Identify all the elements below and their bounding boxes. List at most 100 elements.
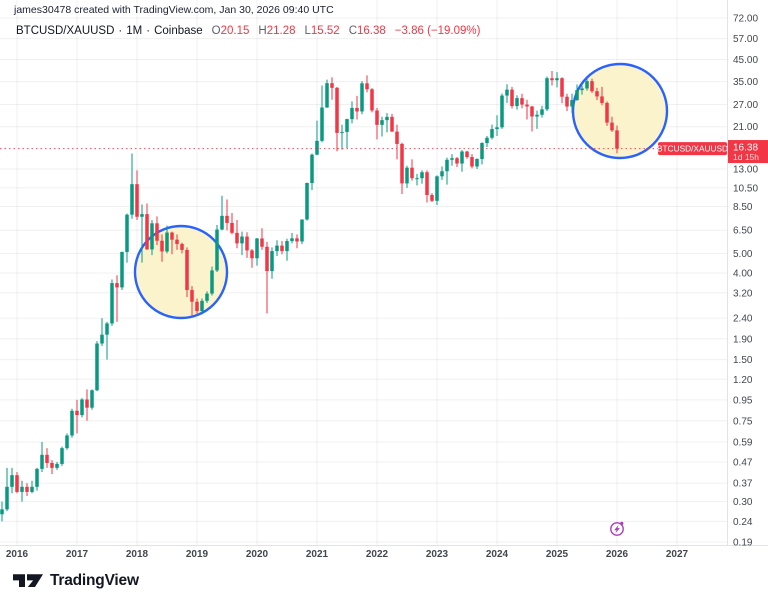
candle-body <box>480 143 484 159</box>
price-axis-tick: 1.20 <box>733 375 753 386</box>
time-axis-tick: 2024 <box>486 549 509 560</box>
candle-body <box>440 171 444 177</box>
price-axis-tick: 3.20 <box>733 288 753 299</box>
candle-body <box>525 104 529 107</box>
candle-body <box>170 232 174 240</box>
time-axis[interactable]: 2016 2017 2018 2019 2020 2021 2022 2023 2024 2025… <box>6 549 689 560</box>
candle-body <box>445 159 449 172</box>
event-lightning-icon[interactable] <box>610 521 624 536</box>
price-axis-tick: 1.90 <box>733 334 753 345</box>
candle-body <box>250 250 254 259</box>
candle-body <box>90 390 94 408</box>
price-axis-tick: 4.00 <box>733 269 753 280</box>
candle-body <box>225 215 229 223</box>
candle-body <box>80 399 84 416</box>
candle-body <box>435 176 439 201</box>
axis-borders <box>0 0 768 546</box>
highlight-circle <box>133 224 229 320</box>
price-axis-tick: 0.47 <box>733 458 753 469</box>
time-axis-tick: 2016 <box>6 549 29 560</box>
candle-body <box>420 172 424 179</box>
symbol-legend[interactable]: BTCUSD/XAUUSD · 1M · Coinbase O20.15 H21.28 L15… <box>16 25 480 37</box>
candle-body <box>390 116 394 132</box>
candle-body <box>400 143 404 184</box>
time-axis-tick: 2023 <box>426 549 449 560</box>
tradingview-logo[interactable]: TradingView <box>13 571 139 590</box>
symbol-price-tag-text: BTCUSD/XAUUSD <box>657 143 728 153</box>
candle-body <box>610 122 614 131</box>
candle-body <box>330 83 334 88</box>
price-axis-tick: 72.00 <box>733 13 758 24</box>
price-axis-box <box>728 140 768 164</box>
candle-body <box>430 194 434 201</box>
tradingview-logo-icon <box>13 574 43 587</box>
candle-body <box>550 78 554 81</box>
candlesticks <box>0 70 619 522</box>
candle-body <box>360 83 364 112</box>
candle-body <box>460 151 464 164</box>
candle-body <box>595 91 599 97</box>
candle-body <box>585 81 589 89</box>
candle-body <box>385 116 389 121</box>
candle-body <box>160 240 164 252</box>
candle-body <box>135 184 139 217</box>
legend-low: L15.52 <box>304 25 340 37</box>
price-axis-tick: 45.00 <box>733 55 758 66</box>
candle-body <box>30 486 34 492</box>
candle-body <box>540 109 544 115</box>
candle-body <box>415 178 419 180</box>
legend-separator: · <box>118 25 123 37</box>
candle-body <box>375 110 379 125</box>
candle-body <box>520 98 524 105</box>
candle-body <box>185 249 189 291</box>
candle-body <box>105 323 109 335</box>
candle-body <box>140 214 144 217</box>
price-axis-tick: 57.00 <box>733 34 758 45</box>
candle-body <box>0 509 4 515</box>
highlight-circle-drawings[interactable] <box>133 62 669 320</box>
price-chart-pane[interactable]: 72.00 57.00 45.00 35.00 27.00 21.00 13.00 10.50… <box>0 0 768 565</box>
price-axis-box-price: 16.38 <box>733 142 758 153</box>
candle-body <box>350 107 354 120</box>
candle-body <box>20 486 24 492</box>
event-icon-bolt <box>614 524 620 534</box>
time-axis-tick: 2027 <box>666 549 689 560</box>
legend-interval: 1M <box>126 25 143 37</box>
price-axis-tick: 0.19 <box>733 537 753 548</box>
candle-body <box>580 88 584 91</box>
candle-body <box>235 232 239 244</box>
bottom-bar: TradingView <box>0 565 768 596</box>
price-axis-tick: 27.00 <box>733 100 758 111</box>
candle-body <box>335 87 339 133</box>
legend-change: −3.86 (−19.09%) <box>394 25 481 37</box>
candle-body <box>515 98 519 107</box>
candle-body <box>535 114 539 117</box>
candle-body <box>530 106 534 117</box>
price-axis[interactable]: 72.00 57.00 45.00 35.00 27.00 21.00 13.00 10.50… <box>733 13 758 548</box>
candle-body <box>310 154 314 183</box>
candle-body <box>120 251 124 288</box>
candle-body <box>590 81 594 92</box>
time-axis-tick: 2017 <box>66 549 89 560</box>
candle-body <box>340 131 344 133</box>
candle-body <box>220 215 224 230</box>
candle-body <box>110 283 114 324</box>
candle-body <box>190 290 194 302</box>
time-axis-tick: 2018 <box>126 549 149 560</box>
price-axis-box-countdown: 1d 15h <box>733 152 759 162</box>
candle-body <box>115 283 119 288</box>
candle-body <box>500 95 504 128</box>
price-axis-tick: 6.50 <box>733 226 753 237</box>
vertical-gridlines <box>16 0 678 545</box>
candle-body <box>10 475 14 487</box>
candle-body <box>150 223 154 250</box>
candle-body <box>475 158 479 167</box>
candle-body <box>410 167 414 179</box>
legend-close: C16.38 <box>348 25 386 37</box>
candle-body <box>600 96 604 103</box>
candle-body <box>505 89 509 96</box>
tradingview-logo-text: TradingView <box>50 571 139 589</box>
candle-body <box>270 251 274 272</box>
candle-body <box>165 232 169 252</box>
